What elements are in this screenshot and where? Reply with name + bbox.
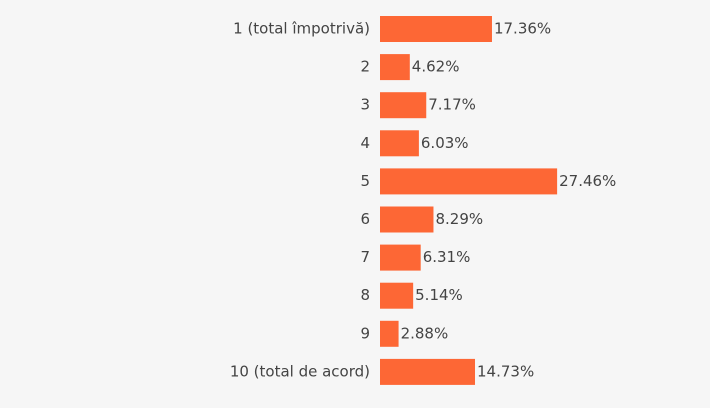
category-label: 1 (total împotrivă)	[233, 20, 370, 38]
bar	[380, 54, 410, 81]
category-label: 4	[360, 134, 370, 152]
category-label: 7	[360, 248, 370, 266]
bar	[380, 92, 427, 119]
category-label: 5	[360, 172, 370, 190]
category-label: 9	[360, 324, 370, 342]
value-label: 14.73%	[477, 362, 534, 380]
bar	[380, 358, 476, 385]
value-label: 2.88%	[401, 324, 449, 342]
value-label: 6.31%	[423, 248, 471, 266]
bar	[380, 130, 419, 157]
category-label: 2	[360, 58, 370, 76]
category-label: 3	[360, 96, 370, 114]
bar	[380, 206, 434, 233]
value-label: 7.17%	[428, 96, 476, 114]
value-label: 27.46%	[559, 172, 616, 190]
bar	[380, 320, 399, 347]
category-label: 8	[360, 286, 370, 304]
bar	[380, 244, 421, 271]
category-label: 10 (total de acord)	[230, 362, 370, 380]
category-label: 6	[360, 210, 370, 228]
bar	[380, 282, 414, 309]
bar	[380, 168, 558, 195]
value-label: 17.36%	[494, 20, 551, 38]
value-label: 8.29%	[435, 210, 483, 228]
value-label: 6.03%	[421, 134, 469, 152]
bar	[380, 16, 492, 42]
value-label: 4.62%	[412, 58, 460, 76]
value-label: 5.14%	[415, 286, 463, 304]
